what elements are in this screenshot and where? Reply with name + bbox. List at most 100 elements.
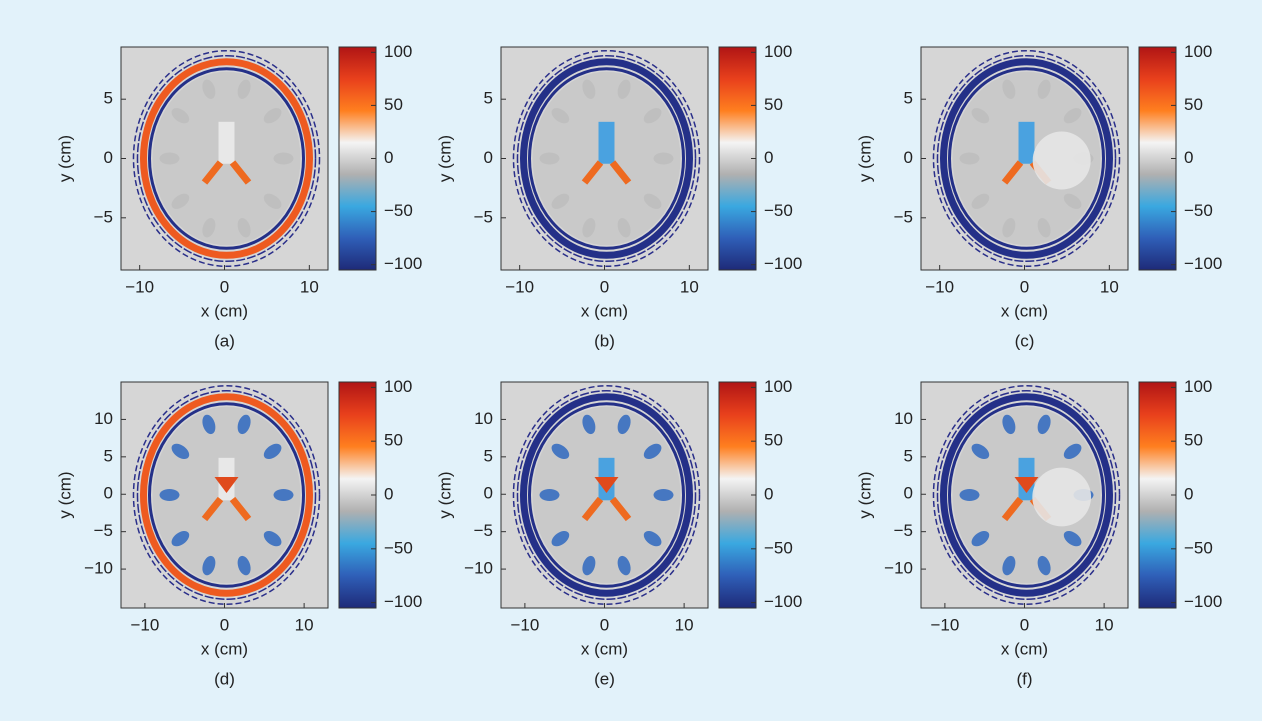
colorbar-tick-label: −50 — [764, 538, 793, 557]
x-tick-label: 0 — [220, 615, 229, 634]
colorbar-tick-label: −100 — [764, 592, 802, 611]
y-tick-label: 5 — [904, 446, 913, 465]
x-tick-label: −10 — [930, 615, 959, 634]
colorbar-tick-label: 0 — [384, 484, 393, 503]
y-axis-label: y (cm) — [55, 471, 74, 518]
caption: (d) — [214, 669, 235, 688]
colorbar-tick-label: −100 — [384, 592, 422, 611]
ventricle — [599, 122, 615, 164]
y-axis-label: y (cm) — [435, 471, 454, 518]
colorbar-tick-label: −100 — [1184, 592, 1222, 611]
x-tick-label: 10 — [680, 277, 699, 296]
colorbar-tick-label: 0 — [384, 148, 393, 167]
x-axis-label: x (cm) — [1001, 639, 1048, 658]
x-tick-label: −10 — [510, 615, 539, 634]
colorbar-tick-label: 50 — [764, 95, 783, 114]
colorbar — [1139, 382, 1176, 608]
y-tick-label: −5 — [94, 207, 113, 226]
y-axis-label: y (cm) — [435, 135, 454, 182]
x-tick-label: 10 — [300, 277, 319, 296]
colorbar — [719, 382, 756, 608]
colorbar-tick-label: −50 — [1184, 538, 1213, 557]
colorbar — [339, 47, 376, 270]
y-tick-label: 5 — [484, 89, 493, 108]
y-tick-label: 0 — [904, 484, 913, 503]
colorbar — [1139, 47, 1176, 270]
x-tick-label: 10 — [295, 615, 314, 634]
y-tick-label: 10 — [474, 409, 493, 428]
x-tick-label: 10 — [1095, 615, 1114, 634]
x-tick-label: −10 — [130, 615, 159, 634]
y-axis-label: y (cm) — [855, 135, 874, 182]
caption: (c) — [1015, 331, 1035, 350]
y-tick-label: −5 — [894, 521, 913, 540]
colorbar-tick-label: 100 — [1184, 377, 1212, 396]
x-tick-label: 10 — [1100, 277, 1119, 296]
brain-patch — [959, 489, 979, 501]
y-tick-label: −10 — [84, 559, 113, 578]
colorbar-tick-label: 50 — [1184, 431, 1203, 450]
x-axis-label: x (cm) — [1001, 301, 1048, 320]
y-tick-label: 0 — [104, 484, 113, 503]
ventricle — [1019, 122, 1035, 164]
caption: (a) — [214, 331, 235, 350]
colorbar-tick-label: 50 — [764, 431, 783, 450]
x-tick-label: 0 — [1020, 277, 1029, 296]
colorbar-tick-label: 0 — [764, 148, 773, 167]
y-tick-label: 0 — [104, 148, 113, 167]
x-axis-label: x (cm) — [201, 639, 248, 658]
y-tick-label: −10 — [464, 559, 493, 578]
colorbar-tick-label: −50 — [384, 201, 413, 220]
y-tick-label: 0 — [484, 484, 493, 503]
x-axis-label: x (cm) — [581, 301, 628, 320]
y-tick-label: −5 — [894, 207, 913, 226]
colorbar-tick-label: −100 — [764, 254, 802, 273]
colorbar-tick-label: 100 — [384, 377, 412, 396]
x-tick-label: −10 — [125, 277, 154, 296]
brain-patch — [539, 152, 559, 164]
colorbar-tick-label: 0 — [1184, 148, 1193, 167]
y-tick-label: 10 — [894, 409, 913, 428]
lesion — [1032, 468, 1091, 527]
colorbar — [719, 47, 756, 270]
brain-patch — [539, 489, 559, 501]
brain-patch — [159, 489, 179, 501]
brain-patch — [654, 489, 674, 501]
x-axis-label: x (cm) — [201, 301, 248, 320]
y-tick-label: 5 — [484, 446, 493, 465]
brain-patch — [654, 153, 674, 165]
colorbar-tick-label: −50 — [1184, 201, 1213, 220]
x-axis-label: x (cm) — [581, 639, 628, 658]
colorbar-tick-label: 100 — [764, 377, 792, 396]
colorbar-tick-label: 100 — [384, 42, 412, 61]
brain-patch — [159, 152, 179, 164]
colorbar-tick-label: 0 — [1184, 484, 1193, 503]
x-tick-label: 0 — [220, 277, 229, 296]
y-axis-label: y (cm) — [55, 135, 74, 182]
y-tick-label: 0 — [904, 148, 913, 167]
y-tick-label: 0 — [484, 148, 493, 167]
colorbar-tick-label: 100 — [764, 42, 792, 61]
x-tick-label: −10 — [505, 277, 534, 296]
y-tick-label: −10 — [884, 559, 913, 578]
colorbar-tick-label: 0 — [764, 484, 773, 503]
x-tick-label: 0 — [600, 615, 609, 634]
y-tick-label: −5 — [94, 521, 113, 540]
brain-patch — [959, 152, 979, 164]
y-tick-label: 5 — [104, 446, 113, 465]
ventricle — [219, 122, 235, 164]
brain-patch — [274, 153, 294, 165]
y-tick-label: −5 — [474, 207, 493, 226]
y-tick-label: 5 — [104, 89, 113, 108]
caption: (f) — [1016, 669, 1032, 688]
x-tick-label: 0 — [1020, 615, 1029, 634]
colorbar-tick-label: −50 — [764, 201, 793, 220]
y-tick-label: 5 — [904, 89, 913, 108]
x-tick-label: −10 — [925, 277, 954, 296]
colorbar-tick-label: 50 — [1184, 95, 1203, 114]
caption: (e) — [594, 669, 615, 688]
colorbar-tick-label: −100 — [384, 254, 422, 273]
brain-patch — [274, 489, 294, 501]
colorbar-tick-label: 100 — [1184, 42, 1212, 61]
lesion — [1033, 132, 1091, 190]
